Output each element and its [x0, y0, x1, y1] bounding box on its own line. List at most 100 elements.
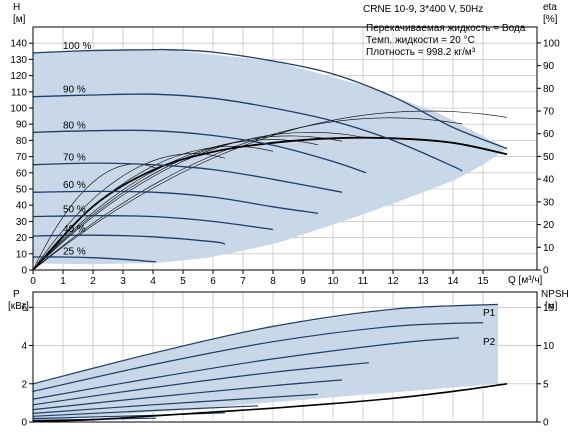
speed-label: 25 %	[63, 247, 86, 258]
eta-tick-label: 80	[543, 84, 555, 95]
liquid-info: Перекачиваемая жидкость = Вода	[366, 23, 526, 34]
h-tick-label: 90	[16, 120, 28, 131]
speed-label: 50 %	[63, 205, 86, 216]
power-curve	[32, 362, 370, 406]
hq-curve	[32, 129, 367, 174]
p-tick-label: 6	[21, 303, 27, 314]
h-tick-label: 60	[16, 168, 28, 179]
efficiency-curve	[32, 139, 319, 271]
x-tick-label: 0	[30, 276, 36, 287]
eta-tick-label: 100	[543, 38, 560, 49]
eta-tick-label: 10	[543, 243, 555, 254]
eta-axis-title: eta	[543, 2, 557, 13]
eta-axis-unit: [%]	[543, 14, 558, 25]
p-axis-title: P	[13, 289, 20, 300]
x-tick-label: 2	[90, 276, 96, 287]
npsh-tick-label: 0	[543, 418, 549, 429]
operating-region	[33, 49, 507, 422]
h-tick-label: 20	[16, 233, 28, 244]
eta-tick-label: 50	[543, 152, 555, 163]
hq-curve	[32, 190, 319, 214]
power-curve	[32, 405, 259, 417]
operating-region-top	[33, 49, 507, 265]
h-tick-label: 130	[10, 55, 27, 66]
efficiency-curve-main	[32, 136, 508, 271]
top-plot-frame	[32, 26, 538, 271]
hq-curve	[32, 93, 463, 172]
npsh-tick-label: 5	[543, 379, 549, 390]
q-axis-title: Q [м³/ч]	[508, 275, 543, 286]
x-tick-label: 7	[240, 276, 246, 287]
temperature-info: Темп. жидкости = 20 °C	[366, 35, 475, 46]
x-tick-label: 1	[60, 276, 66, 287]
x-tick-label: 9	[300, 276, 306, 287]
speed-label: 80 %	[63, 120, 86, 131]
npsh-curve	[32, 383, 508, 422]
eta-tick-label: 90	[543, 61, 555, 72]
h-tick-label: 140	[10, 39, 27, 50]
bottom-plot-frame	[32, 291, 538, 423]
npsh-tick-label: 10	[543, 341, 555, 352]
h-tick-label: 100	[10, 104, 27, 115]
chart-text: CRNE 10-9, 3*400 V, 50Hz Перекачиваемая …	[8, 2, 569, 429]
x-tick-label: 15	[477, 276, 489, 287]
x-tick-label: 8	[270, 276, 276, 287]
x-tick-label: 11	[358, 276, 369, 287]
h-tick-label: 10	[16, 249, 28, 260]
h-tick-label: 0	[21, 266, 27, 277]
h-tick-label: 40	[16, 201, 28, 212]
npsh-axis-unit: [м]	[545, 301, 558, 312]
speed-label: 70 %	[63, 153, 86, 164]
p2-label: P2	[483, 337, 496, 348]
speed-label: 60 %	[63, 180, 86, 191]
p1-label: P1	[483, 308, 496, 319]
h-tick-label: 80	[16, 136, 28, 147]
speed-label: 40 %	[63, 224, 86, 235]
hq-curve	[32, 162, 343, 193]
p-tick-label: 2	[21, 379, 27, 390]
x-tick-label: 12	[387, 276, 399, 287]
npsh-tick-label: 15	[543, 303, 555, 314]
pump-title: CRNE 10-9, 3*400 V, 50Hz	[363, 4, 483, 15]
eta-tick-label: 70	[543, 107, 555, 118]
power-curve	[32, 393, 319, 414]
hq-curve	[32, 256, 157, 263]
eta-tick-label: 40	[543, 175, 555, 186]
axes	[29, 26, 541, 423]
hq-curve	[32, 234, 226, 245]
h-tick-label: 120	[10, 71, 27, 82]
hq-curve	[32, 215, 274, 231]
x-tick-label: 6	[210, 276, 216, 287]
eta-tick-label: 30	[543, 197, 555, 208]
x-tick-label: 3	[120, 276, 126, 287]
density-info: Плотность = 998.2 кг/м³	[366, 47, 476, 58]
x-tick-label: 14	[447, 276, 459, 287]
x-tick-label: 13	[417, 276, 429, 287]
npsh-axis-title: NPSH	[541, 289, 569, 300]
h-axis-title: H	[13, 2, 20, 13]
hq-curve	[32, 48, 508, 150]
h-tick-label: 110	[11, 87, 27, 98]
p-tick-label: 0	[21, 418, 27, 429]
power-curve	[32, 322, 484, 392]
power-curve	[32, 303, 499, 385]
p-tick-label: 4	[21, 341, 27, 352]
pump-curves	[32, 48, 508, 422]
eta-tick-label: 0	[543, 266, 549, 277]
efficiency-curve	[32, 153, 226, 271]
h-tick-label: 70	[16, 152, 28, 163]
power-curve	[32, 337, 460, 400]
eta-tick-label: 60	[543, 129, 555, 140]
x-tick-label: 10	[327, 276, 339, 287]
p-axis-unit: [кВт]	[8, 301, 29, 312]
h-tick-label: 50	[16, 185, 28, 196]
x-tick-label: 4	[150, 276, 156, 287]
efficiency-curves	[32, 110, 508, 271]
operating-region-bottom	[33, 304, 498, 422]
eta-tick-label: 20	[543, 220, 555, 231]
h-axis-unit: [м]	[13, 14, 26, 25]
x-tick-label: 5	[180, 276, 186, 287]
speed-label: 90 %	[63, 85, 86, 96]
